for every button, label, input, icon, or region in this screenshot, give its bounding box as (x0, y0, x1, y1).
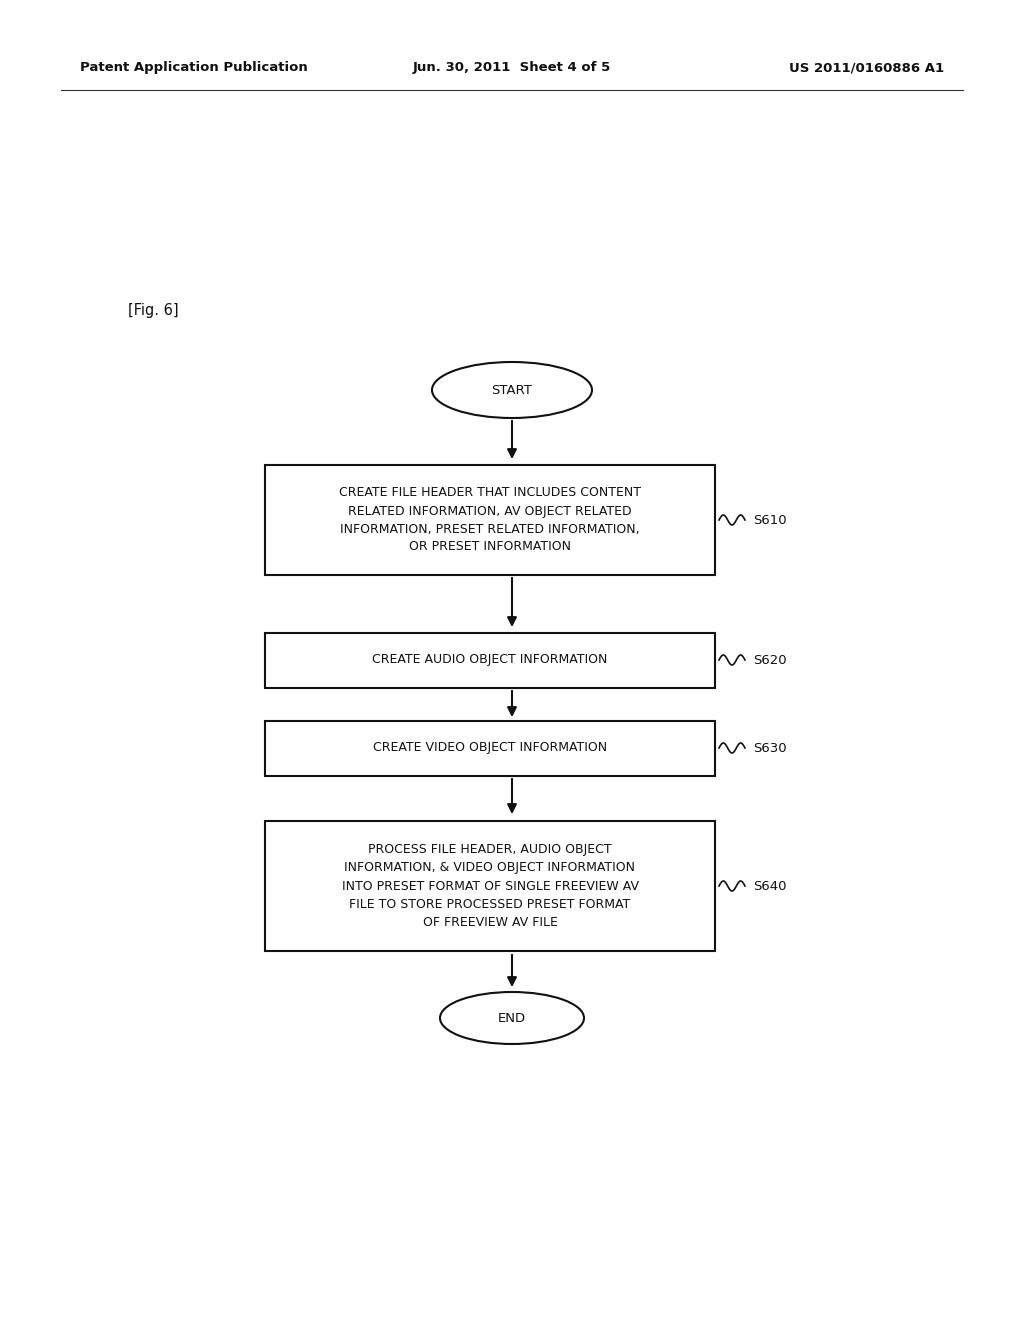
Text: Patent Application Publication: Patent Application Publication (80, 62, 308, 74)
Text: CREATE VIDEO OBJECT INFORMATION: CREATE VIDEO OBJECT INFORMATION (373, 742, 607, 755)
Text: END: END (498, 1011, 526, 1024)
Text: S640: S640 (753, 879, 786, 892)
Ellipse shape (432, 362, 592, 418)
Text: [Fig. 6]: [Fig. 6] (128, 302, 178, 318)
Bar (265, 721, 715, 776)
Text: START: START (492, 384, 532, 396)
Bar (265, 465, 715, 576)
Text: US 2011/0160886 A1: US 2011/0160886 A1 (788, 62, 944, 74)
Ellipse shape (440, 993, 584, 1044)
Bar (265, 632, 715, 688)
Text: Jun. 30, 2011  Sheet 4 of 5: Jun. 30, 2011 Sheet 4 of 5 (413, 62, 611, 74)
Text: S620: S620 (753, 653, 786, 667)
Text: S610: S610 (753, 513, 786, 527)
Bar (265, 821, 715, 950)
Text: CREATE FILE HEADER THAT INCLUDES CONTENT
RELATED INFORMATION, AV OBJECT RELATED
: CREATE FILE HEADER THAT INCLUDES CONTENT… (339, 487, 641, 553)
Text: CREATE AUDIO OBJECT INFORMATION: CREATE AUDIO OBJECT INFORMATION (373, 653, 607, 667)
Text: PROCESS FILE HEADER, AUDIO OBJECT
INFORMATION, & VIDEO OBJECT INFORMATION
INTO P: PROCESS FILE HEADER, AUDIO OBJECT INFORM… (341, 843, 639, 928)
Text: S630: S630 (753, 742, 786, 755)
